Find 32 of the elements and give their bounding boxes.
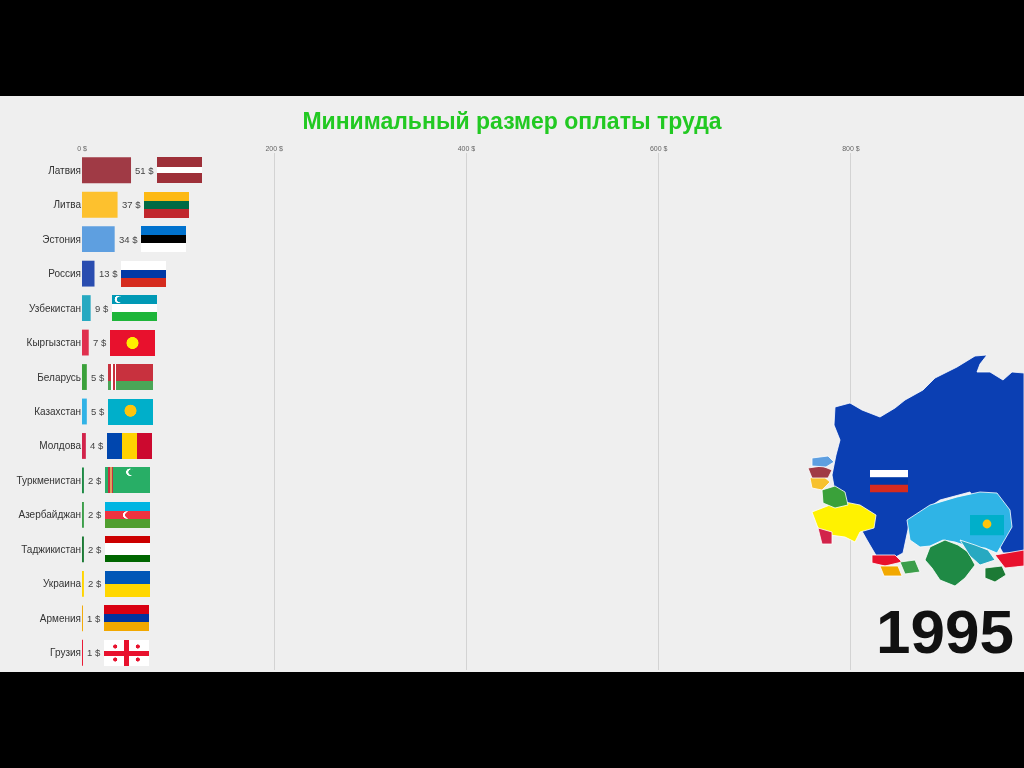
y-tick-label: Беларусь <box>37 371 81 383</box>
y-tick-label: Таджикистан <box>21 543 81 555</box>
y-tick-label: Армения <box>39 612 81 624</box>
y-tick-label: Туркменистан <box>16 474 81 486</box>
y-tick-label: Молдова <box>39 440 82 452</box>
data-label: 1 $ <box>87 613 101 624</box>
data-label: 4 $ <box>90 440 104 451</box>
y-tick-label: Кыргызстан <box>26 337 81 349</box>
data-label: 1 $ <box>87 647 101 658</box>
data-label: 5 $ <box>91 372 105 383</box>
y-tick-label: Азербайджан <box>18 509 81 521</box>
y-tick-label: Россия <box>48 268 81 280</box>
data-label: 5 $ <box>91 406 105 417</box>
data-label: 51 $ <box>135 165 155 176</box>
data-label: 13 $ <box>99 268 119 279</box>
annotation: 1995 <box>876 597 1014 666</box>
y-tick-label: Эстония <box>42 233 81 245</box>
y-tick-label: Латвия <box>48 164 81 176</box>
chart-title: Минимальный размер оплаты труда <box>302 108 722 135</box>
y-tick-label: Казахстан <box>34 406 81 417</box>
data-label: 7 $ <box>93 337 107 348</box>
data-label: 2 $ <box>88 578 102 589</box>
y-tick-label: Узбекистан <box>29 302 81 314</box>
data-label: 2 $ <box>88 544 102 555</box>
data-label: 2 $ <box>88 475 102 486</box>
y-tick-label: Грузия <box>50 647 81 659</box>
data-label: 9 $ <box>95 303 109 314</box>
data-label: 37 $ <box>122 199 142 210</box>
y-tick-label: Украина <box>42 578 82 590</box>
y-tick-label: Литва <box>53 199 82 211</box>
data-label: 34 $ <box>119 234 139 245</box>
data-label: 2 $ <box>88 509 102 520</box>
